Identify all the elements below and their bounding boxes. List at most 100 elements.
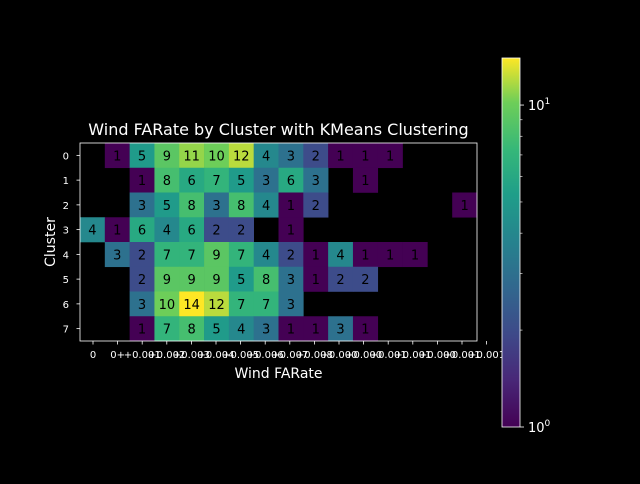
cell-value-label: 3 — [138, 298, 146, 313]
heatmap-cell — [80, 217, 106, 243]
cell-value-label: 1 — [460, 199, 468, 214]
heatmap-cell — [228, 167, 254, 193]
cell-value-label: 10 — [159, 298, 176, 313]
cell-value-label: 6 — [188, 224, 196, 239]
cell-value-label: 4 — [336, 248, 344, 263]
cell-value-label: 2 — [212, 224, 220, 239]
heatmap-cell — [204, 316, 230, 342]
colorbar — [501, 57, 521, 428]
cell-value-label: 2 — [138, 248, 146, 263]
cell-value-label: 8 — [262, 273, 270, 288]
y-tick-label: 0 — [63, 151, 69, 162]
x-tick-label: +0.005 — [222, 350, 259, 361]
heatmap-cell — [154, 316, 180, 342]
heatmap-cell — [154, 242, 180, 268]
heatmap-cell — [328, 242, 354, 268]
cell-value-label: 4 — [262, 149, 270, 164]
heatmap-cell — [328, 143, 354, 169]
heatmap-cell — [253, 316, 279, 342]
heatmap-cell — [228, 242, 254, 268]
heatmap-cell — [154, 143, 180, 169]
cell-value-label: 5 — [138, 149, 146, 164]
heatmap-cell — [278, 266, 304, 292]
cell-value-label: 12 — [208, 298, 225, 313]
x-tick-label: +0.004 — [197, 350, 234, 361]
cell-value-label: 4 — [262, 199, 270, 214]
cell-value-label: 5 — [163, 199, 171, 214]
heatmap-cell — [204, 217, 230, 243]
heatmap-cell — [278, 291, 304, 317]
heatmap-cell — [104, 143, 130, 169]
cell-value-label: 4 — [262, 248, 270, 263]
heatmap-cells: 1 5 9 11 10 12 4 3 2 1 1 11 8 6 7 5 3 6 3 13 5 8 3 8 4 1 2 14 1 6 4 6 2 2… — [80, 143, 478, 342]
heatmap-cell — [129, 192, 155, 218]
cell-value-label: 1 — [138, 174, 146, 189]
cell-value-label: 2 — [336, 273, 344, 288]
heatmap-cell — [328, 316, 354, 342]
x-axis-label: Wind FARate — [234, 366, 322, 382]
x-tick-label: +0.001 — [468, 350, 505, 361]
cell-value-label: 8 — [188, 323, 196, 338]
heatmap-cell — [154, 167, 180, 193]
cell-value-label: 1 — [113, 149, 121, 164]
heatmap-cell — [179, 192, 205, 218]
cell-value-label: 1 — [361, 149, 369, 164]
cell-value-label: 7 — [188, 248, 196, 263]
heatmap-cell — [377, 242, 403, 268]
cell-value-label: 2 — [312, 149, 320, 164]
cell-value-label: 4 — [88, 224, 96, 239]
heatmap-cell — [204, 242, 230, 268]
heatmap-cell — [352, 167, 379, 193]
heatmap-cell — [179, 167, 205, 193]
heatmap-cell — [253, 192, 279, 218]
x-tick-label: +0.007 — [271, 350, 308, 361]
cell-value-label: 3 — [262, 174, 270, 189]
cell-value-label: 3 — [312, 174, 320, 189]
heatmap-cell — [129, 316, 155, 342]
heatmap-cell — [303, 316, 329, 342]
heatmap-cell — [104, 217, 130, 243]
x-tick-label: +0.008 — [296, 350, 333, 361]
y-tick-label: 6 — [63, 300, 69, 311]
heatmap-cell — [352, 242, 379, 268]
heatmap-cell — [154, 266, 180, 292]
heatmap-cell — [352, 266, 379, 292]
x-tick-label: +0.001 — [124, 350, 161, 361]
cell-value-label: 1 — [411, 248, 419, 263]
cell-value-label: 2 — [287, 248, 295, 263]
heatmap-cell — [129, 266, 155, 292]
heatmap-cell — [204, 192, 230, 218]
cell-value-label: 3 — [113, 248, 121, 263]
cell-value-label: 2 — [361, 273, 369, 288]
heatmap-cell — [179, 217, 205, 243]
cell-value-label: 1 — [312, 323, 320, 338]
cell-value-label: 2 — [312, 199, 320, 214]
x-tick-label: 0 — [90, 350, 96, 361]
heatmap-cell — [303, 266, 329, 292]
cell-value-label: 1 — [138, 323, 146, 338]
cell-value-label: 6 — [138, 224, 146, 239]
y-tick-label: 5 — [63, 275, 69, 286]
cell-value-label: 1 — [287, 224, 295, 239]
cell-value-label: 1 — [361, 323, 369, 338]
heatmap-cell — [278, 242, 304, 268]
heatmap-cell — [228, 316, 254, 342]
cell-value-label: 5 — [212, 323, 220, 338]
cell-value-label: 8 — [188, 199, 196, 214]
heatmap-cell — [278, 217, 304, 243]
cell-value-label: 7 — [163, 248, 171, 263]
heatmap-cell — [204, 266, 230, 292]
cell-value-label: 9 — [212, 248, 220, 263]
cell-value-label: 12 — [233, 149, 250, 164]
cell-value-label: 11 — [183, 149, 200, 164]
x-tick-label: +0.003 — [173, 350, 210, 361]
y-axis-ticks: 0 1 2 3 4 5 6 7 — [63, 151, 80, 336]
heatmap-cell — [278, 167, 304, 193]
heatmap-cell — [377, 143, 403, 169]
y-tick-label: 1 — [63, 176, 69, 187]
cell-value-label: 3 — [336, 323, 344, 338]
heatmap-cell — [104, 242, 130, 268]
heatmap-cell — [228, 291, 254, 317]
heatmap-cell — [278, 316, 304, 342]
plot-frame — [79, 142, 478, 342]
